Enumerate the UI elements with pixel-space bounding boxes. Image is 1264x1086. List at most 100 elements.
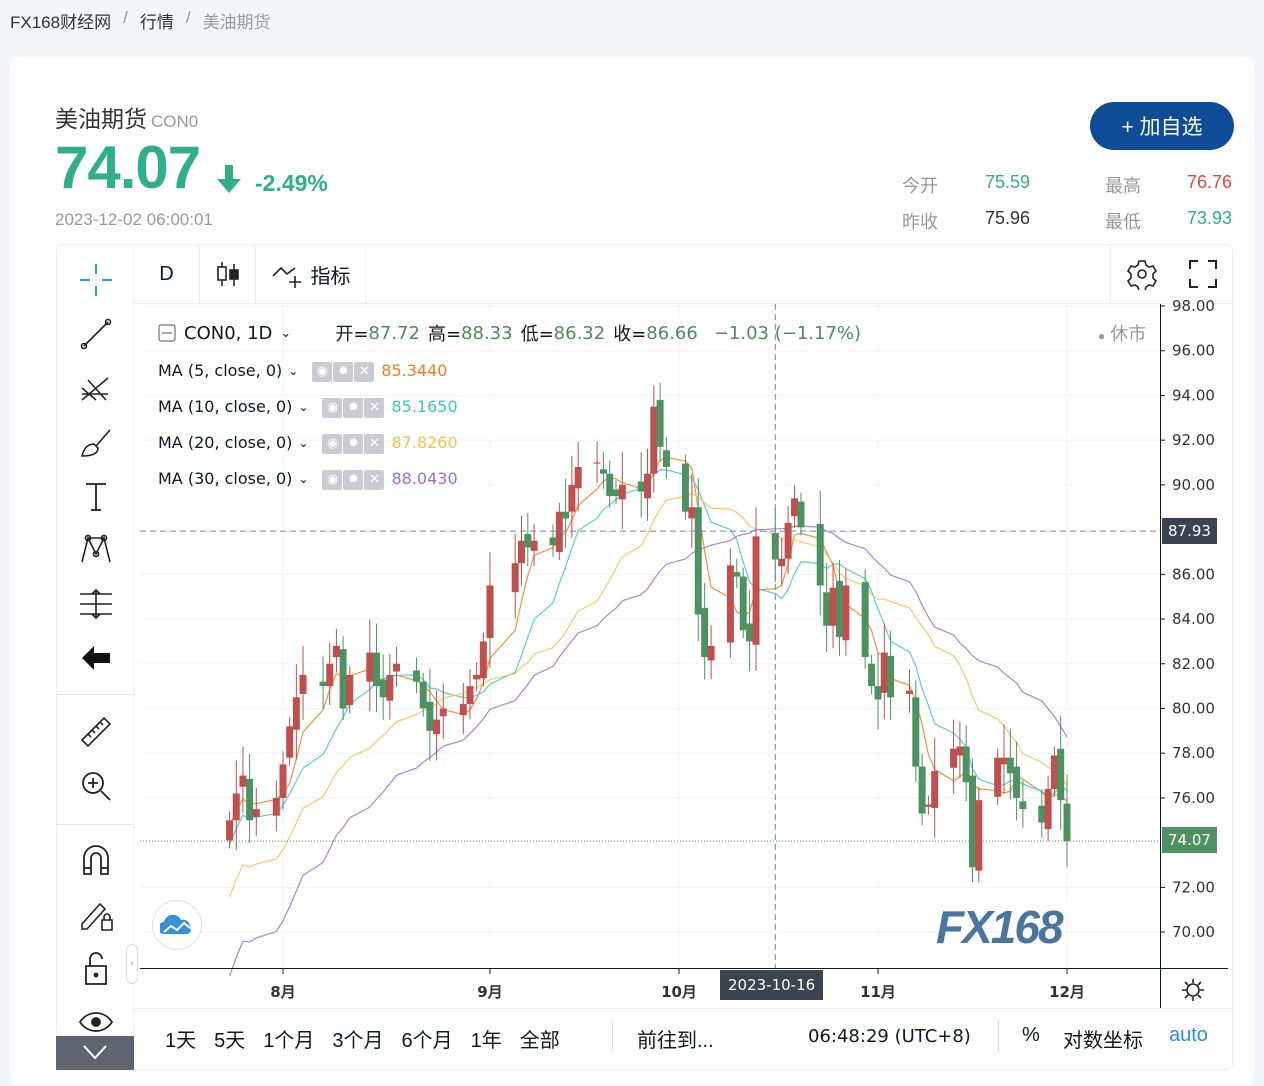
- clock[interactable]: 06:48:29 (UTC+8): [808, 1026, 971, 1047]
- eye-icon[interactable]: ◉: [322, 433, 343, 454]
- eye-icon[interactable]: ◉: [312, 361, 333, 382]
- fx168-watermark: FX168: [936, 901, 1064, 953]
- price-tick-label: 80.00: [1172, 699, 1215, 717]
- time-tick-label: 8月: [270, 983, 295, 1001]
- toolbar-toggle-handle[interactable]: ‹: [126, 944, 138, 984]
- candle-body: [433, 719, 441, 735]
- candle-body: [1013, 766, 1021, 798]
- indicators-button[interactable]: 指标: [256, 244, 366, 304]
- auto-scale-toggle[interactable]: auto: [1169, 1024, 1208, 1046]
- breadcrumb-market[interactable]: 行情: [139, 13, 174, 32]
- close-icon[interactable]: ✕: [364, 433, 385, 454]
- candle-body: [612, 489, 620, 497]
- candle-body: [1044, 788, 1052, 830]
- drawing-toolbar: [56, 244, 134, 1070]
- range-1d[interactable]: 1天: [165, 1030, 197, 1052]
- legend-open: 87.72: [368, 322, 420, 344]
- time-axis-settings-icon[interactable]: [1180, 977, 1206, 1003]
- legend-close: 86.66: [646, 322, 698, 344]
- candle-body: [618, 484, 626, 500]
- last-price: 74.07: [55, 134, 201, 201]
- magnet-icon[interactable]: [76, 840, 116, 880]
- range-1m[interactable]: 1个月: [263, 1030, 315, 1052]
- chart-logo-button[interactable]: [152, 900, 202, 950]
- goto-date-button[interactable]: 前往到...: [637, 1030, 714, 1052]
- candle-body: [956, 746, 964, 756]
- close-icon[interactable]: ✕: [364, 469, 385, 490]
- pattern-icon[interactable]: [76, 530, 116, 570]
- candle-body: [1038, 805, 1046, 823]
- candle-body: [299, 674, 307, 694]
- eye-icon[interactable]: [76, 1002, 116, 1042]
- candle-body: [1063, 803, 1071, 842]
- prediction-icon[interactable]: [76, 584, 116, 624]
- candle-body: [246, 778, 254, 821]
- gear-icon[interactable]: ✹: [343, 397, 364, 418]
- chevron-down-icon: [83, 1045, 107, 1060]
- legend-high: 88.33: [461, 322, 513, 344]
- range-1y[interactable]: 1年: [470, 1030, 502, 1052]
- candle-body: [292, 697, 300, 730]
- text-tool-icon[interactable]: [76, 476, 116, 516]
- symbol-interval[interactable]: CON0, 1D: [184, 322, 273, 344]
- price-tick-label: 72.00: [1172, 878, 1215, 896]
- candle-body: [861, 582, 869, 658]
- change-percent: -2.49%: [255, 170, 328, 196]
- ruler-icon[interactable]: [76, 712, 116, 752]
- ma20-line: [229, 493, 1068, 898]
- candle-body: [656, 399, 664, 447]
- range-5d[interactable]: 5天: [214, 1030, 246, 1052]
- candle-body: [784, 522, 792, 559]
- gear-icon[interactable]: ✹: [343, 433, 364, 454]
- log-scale-toggle[interactable]: 对数坐标: [1063, 1030, 1143, 1052]
- candle-body: [518, 540, 525, 564]
- collapse-toolbar-button[interactable]: [56, 1036, 134, 1070]
- collapse-legend-icon[interactable]: [158, 324, 176, 342]
- candle-body: [681, 463, 689, 512]
- breadcrumb-home[interactable]: FX168财经网: [10, 13, 112, 32]
- indicator-icon: [271, 266, 301, 288]
- price-tick-label: 84.00: [1172, 610, 1215, 628]
- zoom-in-icon[interactable]: [76, 766, 116, 806]
- time-tick-label: 10月: [661, 983, 697, 1001]
- interval-button[interactable]: D: [134, 244, 200, 304]
- add-watchlist-button[interactable]: + 加自选: [1090, 102, 1234, 150]
- range-all[interactable]: 全部: [519, 1030, 560, 1052]
- crosshair-icon[interactable]: [76, 260, 116, 300]
- instrument-title: 美油期货 CON0: [55, 106, 199, 132]
- fullscreen-button[interactable]: [1172, 244, 1233, 304]
- price-axis-border: [1160, 304, 1161, 1008]
- chart-type-button[interactable]: [200, 244, 256, 304]
- range-3m[interactable]: 3个月: [332, 1030, 384, 1052]
- close-icon[interactable]: ✕: [354, 361, 375, 382]
- cloud-chart-icon: [160, 914, 191, 934]
- close-icon[interactable]: ✕: [364, 397, 385, 418]
- eye-icon[interactable]: ◉: [322, 397, 343, 418]
- candle-body: [969, 775, 976, 868]
- eye-icon[interactable]: ◉: [322, 469, 343, 490]
- price-tick-label: 90.00: [1172, 476, 1215, 494]
- candle-body: [419, 681, 427, 709]
- fib-tool-icon[interactable]: [76, 368, 116, 408]
- candle-body: [486, 585, 494, 639]
- candle-body: [1000, 757, 1008, 765]
- brush-icon[interactable]: [76, 422, 116, 462]
- candle-body: [637, 481, 645, 492]
- candle-body: [791, 498, 799, 517]
- gear-icon[interactable]: ✹: [333, 361, 354, 382]
- legend-low: 86.32: [553, 322, 606, 344]
- lock-drawings-icon[interactable]: [76, 894, 116, 934]
- gear-icon[interactable]: ✹: [343, 469, 364, 490]
- candle-body: [426, 701, 434, 731]
- candle-body: [393, 663, 401, 672]
- arrow-left-icon[interactable]: [76, 638, 116, 678]
- settings-button[interactable]: [1110, 244, 1172, 304]
- candle-body: [568, 484, 576, 512]
- percent-toggle[interactable]: %: [1022, 1024, 1040, 1046]
- trend-line-icon[interactable]: [76, 314, 116, 354]
- candle-body: [994, 757, 1002, 797]
- range-6m[interactable]: 6个月: [401, 1030, 453, 1052]
- high-label: 最高: [1105, 176, 1141, 196]
- unlock-icon[interactable]: [76, 948, 116, 988]
